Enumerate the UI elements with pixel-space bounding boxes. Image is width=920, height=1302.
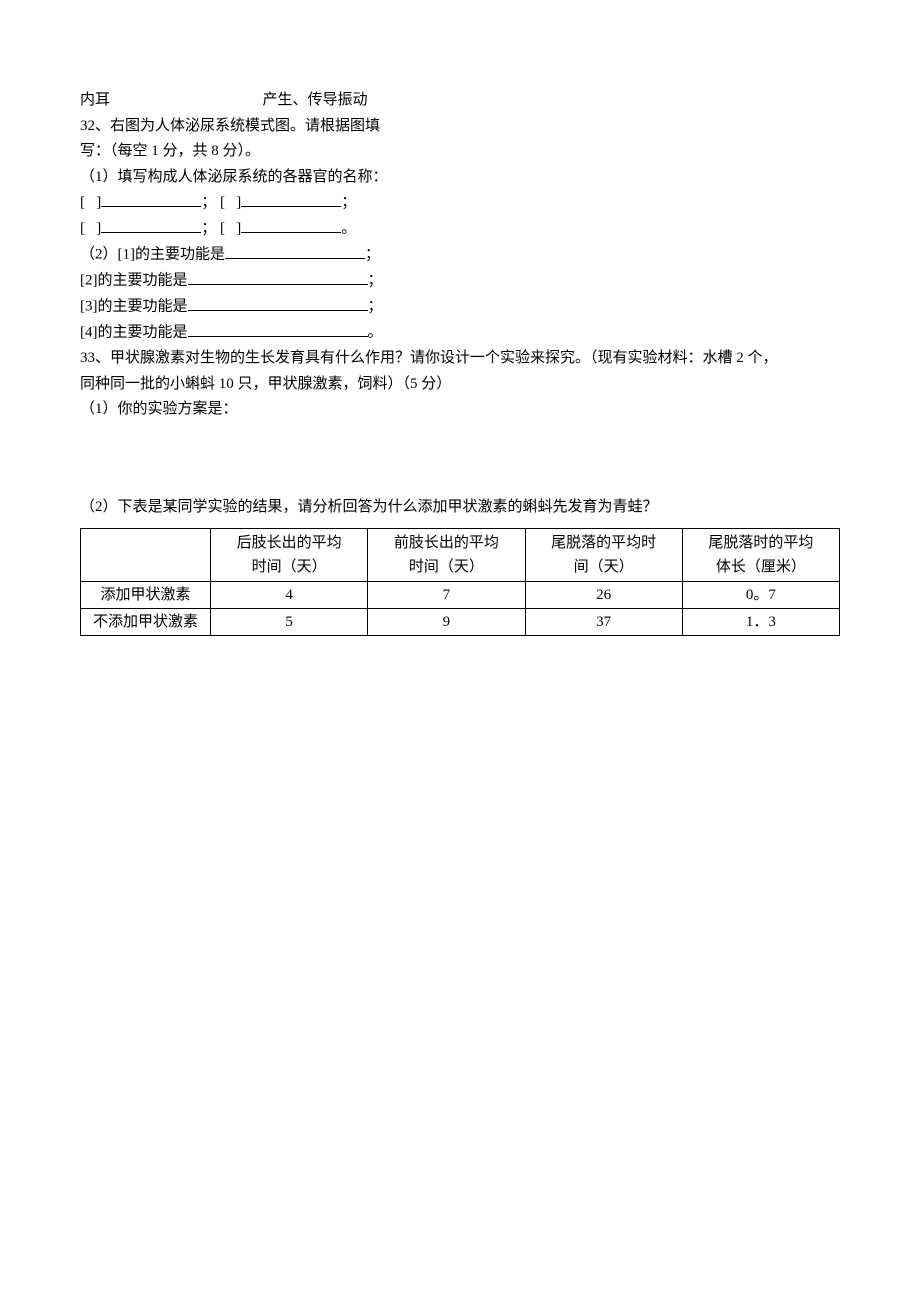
q33-line-b: 同种同一批的小蝌蚪 10 只，甲状腺激素，饲料）（5 分） [80,372,840,398]
q32-func2-line: [2]的主要功能是 ； [80,268,840,294]
hdr-hind-l1: 后肢长出的平均 [237,535,342,551]
blank-func-3 [188,294,368,311]
table-header-tail: 尾脱落的平均时 间（天） [525,529,682,582]
q32-func1-line: （2）[1]的主要功能是 ； [80,242,840,268]
blank-func-4 [188,320,368,337]
q32-func4-label: [4]的主要功能是 [80,325,188,341]
table-row: 添加甲状激素 4 7 26 0。7 [81,582,840,609]
blank-organ-4 [241,216,341,233]
row2-label: 不添加甲状激素 [81,609,211,636]
hdr-len-l1: 尾脱落时的平均 [708,535,813,551]
row1-c4: 0。7 [682,582,839,609]
document-body: 内耳 产生、传导振动 32、右图为人体泌尿系统模式图。请根据图填 写：（每空 1… [80,88,840,636]
q32-intro-line1: 32、右图为人体泌尿系统模式图。请根据图填 [80,114,840,140]
bracket-open: [ [80,195,85,211]
line-inner-ear: 内耳 产生、传导振动 [80,88,840,114]
q33-part2: （2）下表是某同学实验的结果，请分析回答为什么添加甲状激素的蝌蚪先发育为青蛙？ [80,495,840,521]
bracket-open: [ [220,195,225,211]
semicolon: ； [201,221,216,237]
q32-blanks-row2: [ ]； [ ]。 [80,216,840,242]
row1-c2: 7 [368,582,525,609]
bracket-open: [ [80,221,85,237]
q32-func3-line: [3]的主要功能是 ； [80,294,840,320]
row2-c1: 5 [211,609,368,636]
semicolon: ； [341,195,356,211]
results-table-wrap: 后肢长出的平均 时间（天） 前肢长出的平均 时间（天） 尾脱落的平均时 间（天）… [80,528,840,636]
q32-blanks-row1: [ ]； [ ]； [80,190,840,216]
row2-c2: 9 [368,609,525,636]
semicolon: ； [368,299,383,315]
hdr-len-l2: 体长（厘米） [716,559,806,575]
row2-c4: 1．3 [682,609,839,636]
blank-func-2 [188,268,368,285]
row2-c3: 37 [525,609,682,636]
q32-intro-line2: 写：（每空 1 分，共 8 分）。 [80,139,840,165]
table-header-fore: 前肢长出的平均 时间（天） [368,529,525,582]
q33-part1: （1）你的实验方案是： [80,397,840,423]
q32-func2-label: [2]的主要功能是 [80,273,188,289]
blank-organ-2 [241,190,341,207]
q32-part1-heading: （1）填写构成人体泌尿系统的各器官的名称： [80,165,840,191]
period: 。 [341,221,356,237]
text-inner-ear-right: 产生、传导振动 [263,92,368,108]
q32-func4-line: [4]的主要功能是 。 [80,320,840,346]
q33-line-a: 33、甲状腺激素对生物的生长发育具有什么作用？请你设计一个实验来探究。（现有实验… [80,346,840,372]
bracket-open: [ [220,221,225,237]
blank-organ-3 [101,216,201,233]
q32-func3-label: [3]的主要功能是 [80,299,188,315]
hdr-fore-l2: 时间（天） [409,559,484,575]
row1-c1: 4 [211,582,368,609]
answer-space [80,423,840,495]
table-row: 不添加甲状激素 5 9 37 1．3 [81,609,840,636]
results-table: 后肢长出的平均 时间（天） 前肢长出的平均 时间（天） 尾脱落的平均时 间（天）… [80,528,840,636]
table-header-length: 尾脱落时的平均 体长（厘米） [682,529,839,582]
text-inner-ear-left: 内耳 [80,92,110,108]
semicolon: ； [201,195,216,211]
blank-func-1 [225,242,365,259]
hdr-fore-l1: 前肢长出的平均 [394,535,499,551]
hdr-tail-l2: 间（天） [574,559,634,575]
hdr-tail-l1: 尾脱落的平均时 [551,535,656,551]
table-header-blank [81,529,211,582]
semicolon: ； [365,247,380,263]
row1-c3: 26 [525,582,682,609]
hdr-hind-l2: 时间（天） [252,559,327,575]
table-header-row: 后肢长出的平均 时间（天） 前肢长出的平均 时间（天） 尾脱落的平均时 间（天）… [81,529,840,582]
semicolon: ； [368,273,383,289]
blank-organ-1 [101,190,201,207]
q32-func1-label: （2）[1]的主要功能是 [80,247,225,263]
table-header-hind: 后肢长出的平均 时间（天） [211,529,368,582]
period: 。 [368,325,383,341]
row1-label: 添加甲状激素 [81,582,211,609]
